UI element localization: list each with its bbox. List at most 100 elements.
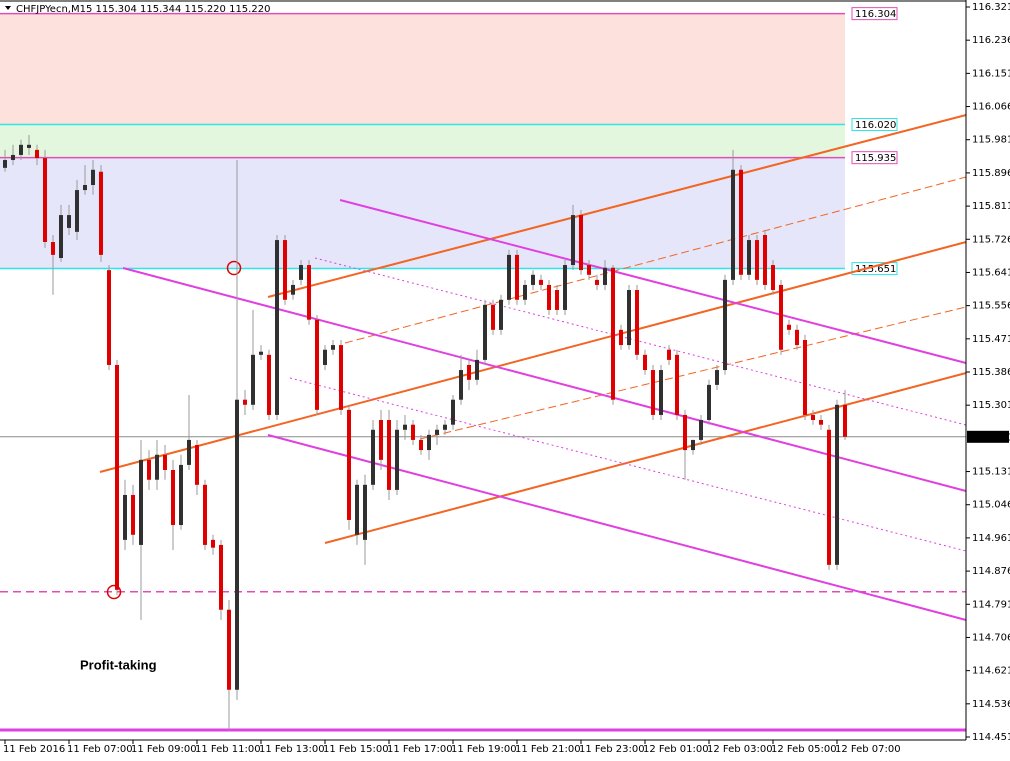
y-tick-label: 115.301 bbox=[972, 400, 1010, 411]
chart-title: CHFJPYecn,M15 115.304 115.344 115.220 11… bbox=[16, 4, 270, 15]
y-tick-label: 115.046 bbox=[972, 500, 1010, 511]
candle-body bbox=[507, 254, 511, 300]
level-label-box bbox=[851, 262, 898, 276]
y-tick-label: 116.321 bbox=[972, 2, 1010, 13]
channel-line bbox=[339, 199, 967, 364]
candle-body bbox=[259, 351, 263, 355]
candle-body bbox=[251, 354, 255, 405]
y-tick-label: 115.981 bbox=[972, 135, 1010, 146]
trend-lines bbox=[99, 114, 967, 621]
candle-body bbox=[411, 424, 415, 440]
candle-body bbox=[835, 404, 839, 565]
candle-body bbox=[43, 158, 47, 243]
candle-body bbox=[299, 265, 303, 280]
candle-body bbox=[435, 429, 439, 435]
zone bbox=[0, 124, 845, 158]
candle-body bbox=[83, 185, 87, 191]
candle-body bbox=[499, 299, 503, 330]
candle-body bbox=[547, 284, 551, 310]
candle-body bbox=[227, 609, 231, 690]
candle-body bbox=[579, 215, 583, 271]
candle-body bbox=[171, 469, 175, 526]
candle-body bbox=[659, 370, 663, 415]
candle-body bbox=[515, 254, 519, 300]
channel-mid-line bbox=[289, 377, 967, 552]
level-label: 115.651 bbox=[855, 264, 896, 275]
candle-body bbox=[771, 265, 775, 291]
levels: 116.304 116.020 115.935 115.651 bbox=[0, 7, 966, 732]
level-label-box bbox=[851, 7, 898, 21]
current-price-tag bbox=[967, 430, 1009, 443]
candle-body bbox=[235, 399, 239, 690]
zones bbox=[0, 13, 845, 269]
candle-body bbox=[139, 459, 143, 545]
candle-body bbox=[683, 414, 687, 451]
candle-body bbox=[611, 267, 615, 400]
x-tick-label: 12 Feb 01:00 bbox=[643, 744, 709, 755]
candle-body bbox=[243, 399, 247, 405]
y-tick-label: 114.876 bbox=[972, 566, 1010, 577]
y-tick-label: 115.896 bbox=[972, 168, 1010, 179]
x-tick-label: 11 Feb 2016 bbox=[3, 744, 65, 755]
y-tick-label: 115.811 bbox=[972, 201, 1010, 212]
y-tick-label: 115.726 bbox=[972, 234, 1010, 245]
candle-body bbox=[451, 399, 455, 425]
candle-body bbox=[35, 149, 39, 159]
y-tick-label: 114.621 bbox=[972, 666, 1010, 677]
candle-body bbox=[795, 329, 799, 346]
y-tick-label: 114.791 bbox=[972, 599, 1010, 610]
candle-body bbox=[651, 370, 655, 415]
candle-body bbox=[163, 454, 167, 470]
channel-line bbox=[324, 372, 967, 544]
x-tick-label: 11 Feb 15:00 bbox=[323, 744, 389, 755]
candle-body bbox=[379, 420, 383, 460]
y-tick-label: 116.066 bbox=[972, 102, 1010, 113]
candle-body bbox=[355, 484, 359, 535]
x-tick-label: 11 Feb 09:00 bbox=[131, 744, 197, 755]
y-tick-label: 115.131 bbox=[972, 467, 1010, 478]
annotation: Profit-taking bbox=[80, 657, 157, 672]
candle-body bbox=[363, 484, 367, 540]
channel-line bbox=[267, 114, 967, 298]
current-price-label: 115.220 bbox=[971, 432, 1010, 443]
candle-body bbox=[459, 370, 463, 400]
candle-body bbox=[155, 454, 159, 480]
candle-body bbox=[3, 160, 7, 168]
candle-body bbox=[699, 420, 703, 440]
candle-body bbox=[427, 434, 431, 451]
candle-body bbox=[211, 539, 215, 548]
candle-body bbox=[51, 242, 55, 255]
candle-body bbox=[779, 284, 783, 350]
channel-mid-line bbox=[419, 306, 967, 440]
y-tick-label: 115.641 bbox=[972, 267, 1010, 278]
candle-body bbox=[787, 324, 791, 330]
x-tick-label: 11 Feb 13:00 bbox=[259, 744, 325, 755]
candle-body bbox=[587, 265, 591, 275]
channel-line bbox=[267, 434, 967, 621]
candle-body bbox=[123, 494, 127, 540]
candle-body bbox=[675, 354, 679, 415]
candle-body bbox=[443, 424, 447, 430]
candle-body bbox=[539, 279, 543, 285]
level-label-box bbox=[851, 118, 898, 132]
channel-mid-line bbox=[314, 257, 967, 426]
candle-body bbox=[387, 420, 391, 490]
candle-body bbox=[843, 404, 847, 437]
candle-body bbox=[219, 544, 223, 610]
candle-body bbox=[523, 284, 527, 300]
x-tick-label: 12 Feb 07:00 bbox=[835, 744, 901, 755]
zone bbox=[0, 13, 845, 125]
x-tick-label: 11 Feb 11:00 bbox=[195, 744, 261, 755]
candle-body bbox=[131, 494, 135, 535]
candle-body bbox=[643, 354, 647, 371]
candle-body bbox=[715, 370, 719, 385]
candle-body bbox=[331, 345, 335, 350]
candle-body bbox=[747, 240, 751, 275]
candle-body bbox=[19, 144, 23, 155]
channel-mid-line bbox=[344, 176, 967, 344]
candle-body bbox=[419, 439, 423, 451]
candle-body bbox=[763, 234, 767, 285]
candle-body bbox=[147, 459, 151, 480]
candle-body bbox=[595, 279, 599, 285]
